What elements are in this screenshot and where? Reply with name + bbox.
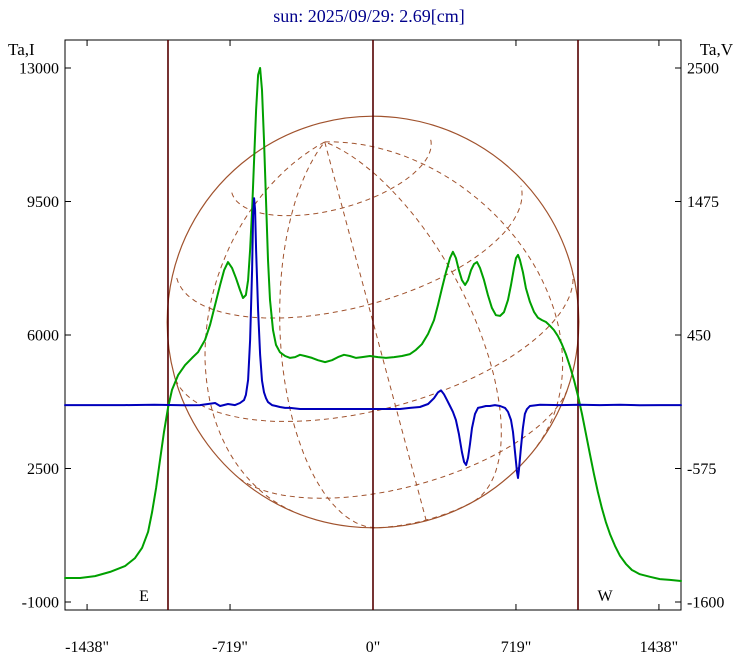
sun-grid-meridian [279, 141, 375, 529]
x-tick-label: -1438" [65, 639, 109, 656]
left-tick-label: 6000 [27, 328, 59, 345]
axes-layer: 13000 2500 9500 1475 6000 450 2500 -575 -1000 -16… [19, 39, 724, 656]
series-tav [64, 197, 682, 479]
right-axis-title: Ta,V [700, 40, 734, 59]
sun-heliographic-grid [166, 115, 580, 529]
sun-limb-circle [166, 115, 580, 529]
left-tick-label: -1000 [22, 595, 59, 612]
left-axis-title: Ta,I [8, 40, 35, 59]
left-tick-label: 2500 [27, 461, 59, 478]
left-tick-label: 13000 [19, 61, 59, 78]
sun-grid-meridian [324, 141, 564, 447]
sun-grid-meridian [324, 141, 502, 502]
west-limb-label: W [597, 588, 613, 605]
right-tick-label: 450 [687, 328, 711, 345]
series-tai [64, 67, 682, 582]
x-tick-label: 1438" [640, 639, 679, 656]
sun-disk-layer [166, 115, 580, 529]
right-tick-label: 2500 [687, 61, 719, 78]
x-tick-label: 719" [501, 639, 532, 656]
east-limb-label: E [139, 588, 149, 605]
right-tick-label: 1475 [687, 194, 719, 211]
sun-grid-meridian [324, 141, 427, 521]
x-tick-label: -719" [212, 639, 248, 656]
marker-lines-layer [167, 40, 579, 610]
series-layer [64, 67, 682, 582]
right-tick-label: -1600 [687, 595, 724, 612]
chart-title: sun: 2025/09/29: 2.69[cm] [273, 6, 465, 26]
left-tick-label: 9500 [27, 194, 59, 211]
right-tick-label: -575 [687, 461, 716, 478]
x-tick-label: 0" [366, 639, 381, 656]
sun-grid-parallel [231, 139, 432, 217]
